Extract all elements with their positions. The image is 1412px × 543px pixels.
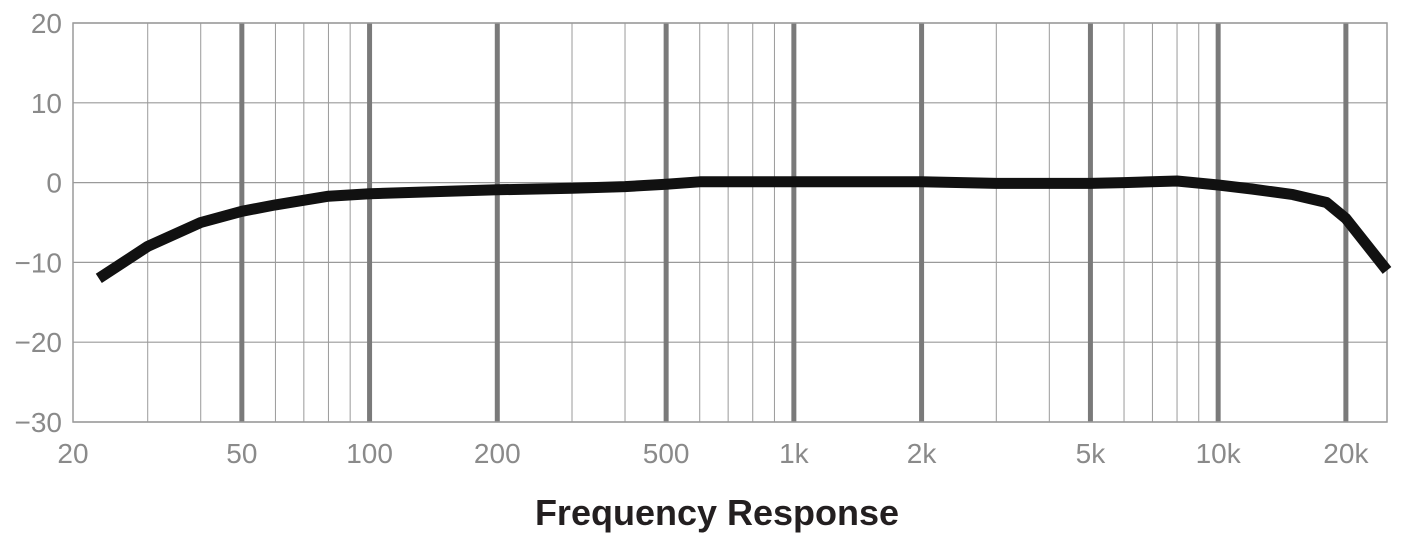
x-tick-label: 20 (57, 438, 88, 469)
x-tick-label: 200 (474, 438, 521, 469)
y-tick-label: −10 (15, 247, 63, 278)
x-tick-label: 2k (907, 438, 938, 469)
plot-frame (72, 22, 1388, 423)
x-tick-label: 20k (1323, 438, 1369, 469)
y-tick-label: 0 (46, 168, 62, 199)
x-tick-label: 500 (643, 438, 690, 469)
y-tick-label: 10 (31, 88, 62, 119)
grid (72, 22, 1388, 423)
x-tick-label: 100 (346, 438, 393, 469)
response-curve (95, 175, 1392, 284)
y-tick-label: 20 (31, 8, 62, 39)
y-tick-label: −20 (15, 327, 63, 358)
x-tick-label: 1k (779, 438, 810, 469)
y-axis-ticks: 20 10 0 −10 −20 −30 (15, 8, 63, 438)
x-axis-ticks: 20 50 100 200 500 1k 2k 5k 10k 20k (57, 438, 1369, 469)
chart-title: Frequency Response (535, 492, 899, 533)
y-tick-label: −30 (15, 407, 63, 438)
x-tick-label: 5k (1076, 438, 1107, 469)
curve-layer (95, 175, 1392, 284)
x-tick-label: 50 (226, 438, 257, 469)
x-tick-label: 10k (1196, 438, 1242, 469)
